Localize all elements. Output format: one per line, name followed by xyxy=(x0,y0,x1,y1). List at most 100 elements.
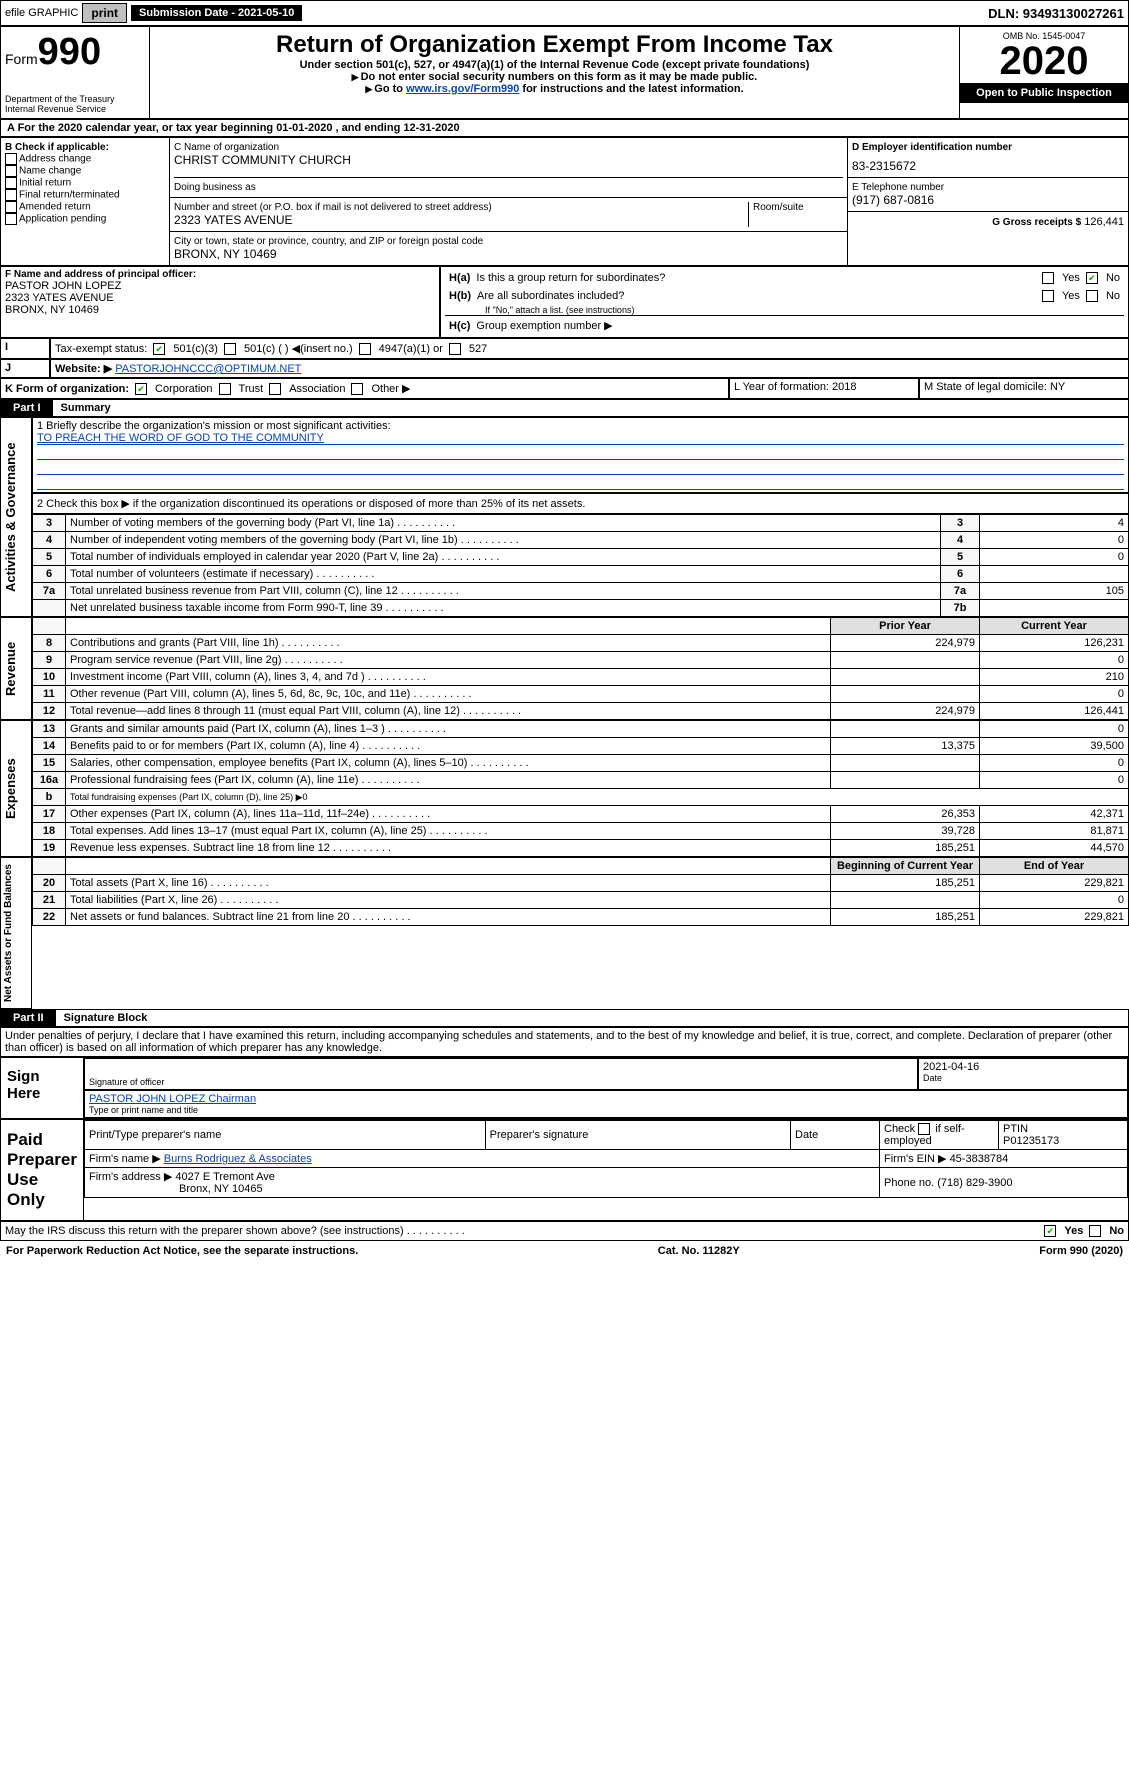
lbl-address-change: Address change xyxy=(19,154,91,165)
chk-final-return[interactable] xyxy=(5,189,17,201)
discuss-yes-lbl: Yes xyxy=(1064,1225,1083,1237)
officer-addr: 2323 YATES AVENUE xyxy=(5,292,435,304)
beginning-year-hdr: Beginning of Current Year xyxy=(831,858,980,875)
print-button[interactable]: print xyxy=(82,3,127,23)
hb-question: Are all subordinates included? xyxy=(477,290,1036,302)
yes-lbl2: Yes xyxy=(1062,290,1080,302)
chk-corporation[interactable] xyxy=(135,383,147,395)
lbl-trust: Trust xyxy=(239,383,264,395)
chk-trust[interactable] xyxy=(219,383,231,395)
officer-label: F Name and address of principal officer: xyxy=(5,269,435,280)
dba-label: Doing business as xyxy=(174,177,843,193)
ptin-value: P01235173 xyxy=(1003,1135,1123,1147)
city-label: City or town, state or province, country… xyxy=(174,236,843,247)
street-address: 2323 YATES AVENUE xyxy=(174,213,748,227)
cat-number: Cat. No. 11282Y xyxy=(658,1245,740,1257)
lbl-501c: 501(c) ( ) ◀(insert no.) xyxy=(244,342,353,355)
phone-value: (917) 687-0816 xyxy=(852,193,1124,207)
end-year-hdr: End of Year xyxy=(980,858,1129,875)
lbl-name-change: Name change xyxy=(19,166,81,177)
org-name-label: C Name of organization xyxy=(174,142,843,153)
chk-amended-return[interactable] xyxy=(5,201,17,213)
sig-officer-label: Signature of officer xyxy=(89,1077,913,1087)
expenses-table: 13Grants and similar amounts paid (Part … xyxy=(32,720,1129,857)
chk-name-change[interactable] xyxy=(5,165,17,177)
tab-net-assets: Net Assets or Fund Balances xyxy=(0,857,32,1009)
paperwork-notice: For Paperwork Reduction Act Notice, see … xyxy=(6,1245,358,1257)
preparer-date-hdr: Date xyxy=(791,1121,880,1150)
instructions-link[interactable]: www.irs.gov/Form990 xyxy=(406,83,519,95)
officer-signed-name: PASTOR JOHN LOPEZ Chairman xyxy=(89,1093,1123,1105)
mission-question: 1 Briefly describe the organization's mi… xyxy=(37,420,1124,432)
section-b-header: B Check if applicable: xyxy=(5,142,165,153)
officer-city: BRONX, NY 10469 xyxy=(5,304,435,316)
addr-label: Number and street (or P.O. box if mail i… xyxy=(174,202,748,213)
chk-501c3[interactable] xyxy=(153,343,165,355)
form-prefix: Form xyxy=(5,51,38,67)
chk-501c[interactable] xyxy=(224,343,236,355)
submission-date: Submission Date - 2021-05-10 xyxy=(131,5,302,21)
hc-question: Group exemption number ▶ xyxy=(476,319,612,332)
chk-initial-return[interactable] xyxy=(5,177,17,189)
ruled-line xyxy=(37,445,1124,460)
chk-4947[interactable] xyxy=(359,343,371,355)
governance-table: 3Number of voting members of the governi… xyxy=(32,514,1129,617)
gross-receipts-label: G Gross receipts $ xyxy=(992,217,1081,228)
form-header: Form990 Department of the Treasury Inter… xyxy=(0,26,1129,119)
net-assets-table: Beginning of Current YearEnd of Year 20T… xyxy=(32,857,1129,926)
preparer-sig-hdr: Preparer's signature xyxy=(485,1121,790,1150)
lbl-association: Association xyxy=(289,383,345,395)
ptin-label: PTIN xyxy=(1003,1123,1123,1135)
officer-name: PASTOR JOHN LOPEZ xyxy=(5,280,435,292)
hb-no[interactable] xyxy=(1086,290,1098,302)
no-lbl2: No xyxy=(1106,290,1120,302)
prior-year-hdr: Prior Year xyxy=(831,618,980,635)
sign-here-label: Sign Here xyxy=(1,1058,84,1118)
firm-ein-label: Firm's EIN ▶ xyxy=(884,1153,947,1165)
ruled-line xyxy=(37,475,1124,490)
ha-yes[interactable] xyxy=(1042,272,1054,284)
form-ref: Form 990 (2020) xyxy=(1039,1245,1123,1257)
lbl-initial-return: Initial return xyxy=(19,178,71,189)
lbl-final-return: Final return/terminated xyxy=(19,190,120,201)
dept-treasury: Department of the Treasury xyxy=(5,94,145,104)
discuss-yes[interactable] xyxy=(1044,1225,1056,1237)
firm-ein: 45-3838784 xyxy=(950,1153,1009,1165)
chk-self-employed[interactable] xyxy=(918,1123,930,1135)
chk-application-pending[interactable] xyxy=(5,213,17,225)
goto-suffix: for instructions and the latest informat… xyxy=(519,83,743,95)
city-state-zip: BRONX, NY 10469 xyxy=(174,247,843,261)
ein-value: 83-2315672 xyxy=(852,159,1124,173)
chk-other-org[interactable] xyxy=(351,383,363,395)
ha-no[interactable] xyxy=(1086,272,1098,284)
firm-addr-label: Firm's address ▶ xyxy=(89,1171,172,1183)
tab-governance: Activities & Governance xyxy=(0,417,32,617)
discuss-no[interactable] xyxy=(1089,1225,1101,1237)
subtitle-2: Do not enter social security numbers on … xyxy=(154,71,955,83)
state-domicile: M State of legal domicile: NY xyxy=(919,378,1129,399)
sig-date: 2021-04-16 xyxy=(923,1061,1123,1073)
firm-name[interactable]: Burns Rodriguez & Associates xyxy=(164,1153,312,1165)
firm-name-label: Firm's name ▶ xyxy=(89,1153,161,1165)
firm-addr: 4027 E Tremont Ave xyxy=(175,1171,274,1183)
sign-here-block: Sign Here Signature of officer 2021-04-16… xyxy=(0,1057,1129,1119)
dln: DLN: 93493130027261 xyxy=(988,6,1124,21)
room-label: Room/suite xyxy=(753,202,843,213)
chk-address-change[interactable] xyxy=(5,153,17,165)
chk-association[interactable] xyxy=(269,383,281,395)
hb-yes[interactable] xyxy=(1042,290,1054,302)
ruled-line xyxy=(37,460,1124,475)
tax-period: A For the 2020 calendar year, or tax yea… xyxy=(0,119,1129,137)
chk-527[interactable] xyxy=(449,343,461,355)
ein-label: D Employer identification number xyxy=(852,142,1124,153)
check-if-label: Check xyxy=(884,1123,915,1135)
type-name-label: Type or print name and title xyxy=(89,1105,1123,1115)
efile-label: efile GRAPHIC xyxy=(5,7,78,19)
no-lbl: No xyxy=(1106,272,1120,284)
topbar: efile GRAPHIC print Submission Date - 20… xyxy=(0,0,1129,26)
sig-date-label: Date xyxy=(923,1073,1123,1083)
website-value[interactable]: PASTORJOHNCCC@OPTIMUM.NET xyxy=(115,363,301,375)
tab-revenue: Revenue xyxy=(0,617,32,720)
part1-header: Part ISummary xyxy=(0,399,1129,417)
part1-title: Summary xyxy=(53,400,119,416)
